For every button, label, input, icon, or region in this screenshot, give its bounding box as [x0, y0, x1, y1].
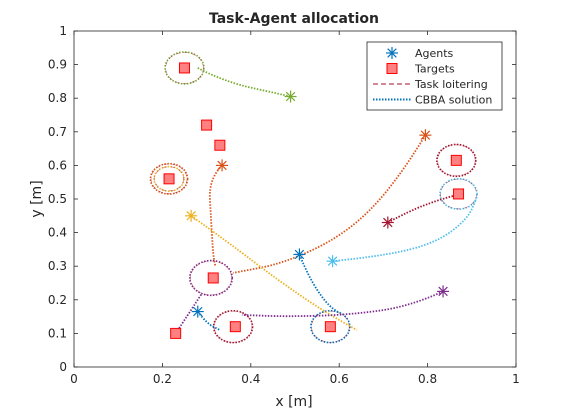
- cbba-path: [197, 67, 291, 98]
- x-tick-label: 0.8: [418, 372, 437, 386]
- loiter-circle: [164, 51, 205, 85]
- loiter-circle-dashed: [150, 163, 188, 194]
- x-axis-label: x [m]: [275, 394, 312, 410]
- legend-label: CBBA solution: [415, 94, 492, 107]
- y-tick-label: 0.7: [48, 125, 67, 139]
- y-tick-label: 0.5: [48, 192, 67, 206]
- target-marker: [163, 173, 175, 185]
- y-tick-label: 0.3: [48, 259, 67, 273]
- legend-label: Task loitering: [414, 78, 488, 91]
- y-tick-label: 0.6: [48, 158, 67, 172]
- agent-marker: [437, 285, 450, 298]
- x-tick-label: 0.2: [153, 372, 172, 386]
- loiter-circle-dashed: [440, 178, 477, 210]
- x-tick-label: 1: [512, 372, 520, 386]
- y-tick-label: 0.9: [48, 58, 67, 72]
- agent-marker: [419, 129, 432, 142]
- cbba-path: [332, 198, 478, 263]
- y-tick-label: 0.1: [48, 326, 67, 340]
- agent-marker: [216, 159, 229, 172]
- agent-marker: [284, 90, 297, 103]
- agent-marker: [185, 209, 198, 222]
- cbba-path: [298, 254, 340, 314]
- cbba-path: [232, 134, 427, 274]
- loiter-circle-dashed: [437, 144, 476, 177]
- agent-marker: [293, 248, 306, 261]
- y-tick-label: 1: [59, 24, 67, 38]
- loiter-circle: [149, 162, 189, 195]
- target-marker: [170, 327, 182, 339]
- cbba-path: [208, 164, 223, 267]
- y-tick-label: 0: [59, 360, 67, 374]
- x-tick-label: 0.6: [330, 372, 349, 386]
- loiter-circle: [153, 165, 185, 192]
- x-tick-label: 0.4: [241, 372, 260, 386]
- loiter-circle: [310, 309, 351, 344]
- loiter-circle-dashed: [154, 166, 184, 192]
- legend-target-icon: [386, 63, 398, 74]
- target-marker: [179, 62, 190, 74]
- loiter-circle-dashed: [190, 260, 232, 296]
- loiter-circle-dashed: [213, 310, 253, 343]
- x-tick-label: 0: [70, 372, 78, 386]
- target-marker: [214, 139, 226, 151]
- target-marker: [453, 188, 465, 200]
- loiter-circle-dashed: [165, 52, 204, 84]
- target-marker: [201, 119, 213, 131]
- legend: Agents Targets Task loitering CBBA solution: [366, 41, 503, 111]
- cbba-path: [174, 292, 203, 334]
- target-marker: [450, 154, 462, 166]
- cbba-path: [241, 290, 444, 318]
- cbba-path: [387, 194, 455, 224]
- agent-marker: [191, 305, 204, 318]
- agent-marker: [381, 216, 394, 229]
- y-axis-label: y [m]: [29, 180, 45, 217]
- agent-marker: [326, 255, 339, 268]
- target-marker: [207, 272, 219, 284]
- plot-area: 0 0.2 0.4 0.6 0.8 1 0 0.1 0.2 0.3 0.4 0.5 0.6 0.7 0.8 0…: [48, 24, 520, 386]
- chart-title: Task-Agent allocation: [209, 11, 379, 27]
- legend-label: Targets: [414, 63, 455, 76]
- y-tick-label: 0.8: [48, 91, 67, 105]
- cbba-path: [190, 215, 358, 331]
- loiter-circle: [439, 177, 478, 210]
- y-tick-label: 0.4: [48, 226, 67, 240]
- cbba-path: [197, 311, 221, 331]
- legend-label: Agents: [415, 47, 454, 60]
- y-tick-label: 0.2: [48, 293, 67, 307]
- legend-agent-icon: [386, 47, 398, 59]
- loiter-circle: [189, 259, 234, 297]
- target-marker: [324, 321, 336, 333]
- target-marker: [229, 321, 241, 333]
- loiter-circle: [436, 143, 477, 178]
